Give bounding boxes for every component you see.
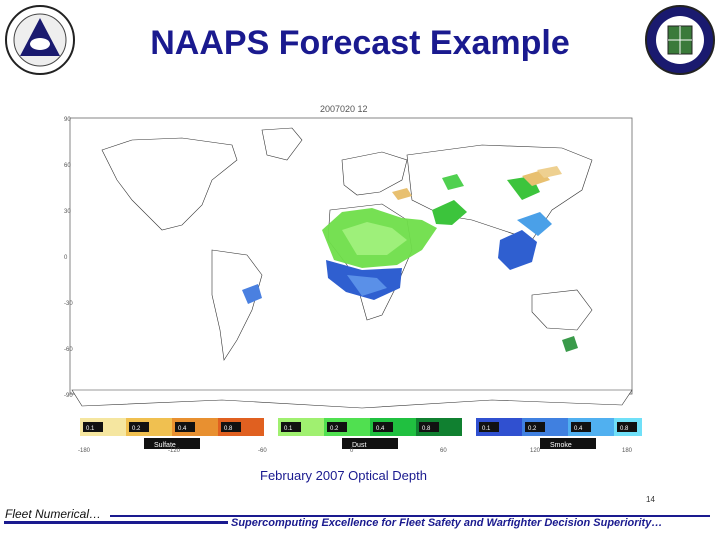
- legend-tick: 0.4: [574, 426, 583, 432]
- aerosol-forecast-map: 2007020 12 90 60 30 0 -30 -60 -90: [62, 100, 642, 483]
- footer-tagline: Supercomputing Excellence for Fleet Safe…: [231, 517, 663, 529]
- sulfate-patches: [392, 166, 562, 200]
- lat-label: 90: [64, 117, 71, 123]
- map-date-header: 2007020 12: [320, 104, 368, 114]
- legend-tick: 0.2: [132, 426, 141, 432]
- lat-label: 0: [64, 255, 68, 261]
- legend-tick: 0.1: [86, 426, 95, 432]
- slide-title: NAAPS Forecast Example: [150, 24, 570, 62]
- lon-label: -180: [78, 448, 91, 454]
- page-number: 14: [646, 495, 655, 504]
- legend-group-label: Dust: [352, 442, 366, 449]
- south-america: [211, 249, 263, 361]
- aerosol-legend: 0.1 0.2 0.4 0.8 Sulfate 0.1 0.2 0.4 0.8 Dust 0.1 0.…: [80, 418, 642, 449]
- dust-plume: [322, 174, 540, 268]
- legend-tick: 0.4: [376, 426, 385, 432]
- legend-tick: 0.1: [284, 426, 293, 432]
- antarctica: [71, 389, 633, 409]
- lat-label: 60: [64, 163, 71, 169]
- legend-tick: 0.4: [178, 426, 187, 432]
- lon-label: 60: [440, 448, 447, 454]
- legend-tick: 0.8: [620, 426, 629, 432]
- legend-tick: 0.2: [528, 426, 537, 432]
- europe: [341, 151, 408, 196]
- lon-label: 180: [622, 448, 633, 454]
- north-america: [101, 137, 238, 231]
- world-map: 2007020 12 90 60 30 0 -30 -60 -90: [64, 104, 642, 454]
- map-caption: February 2007 Optical Depth: [259, 468, 428, 483]
- legend-group-label: Sulfate: [154, 442, 176, 449]
- footer-organization: Fleet Numerical…: [5, 507, 102, 521]
- legend-tick: 0.1: [482, 426, 491, 432]
- legend-tick: 0.8: [224, 426, 233, 432]
- lat-label: -90: [64, 393, 73, 399]
- seal-logo-left: [5, 5, 75, 75]
- lon-label: -120: [168, 448, 181, 454]
- smoke-plume: [242, 212, 578, 352]
- seal-logo-right: [645, 5, 715, 75]
- legend-tick: 0.8: [422, 426, 431, 432]
- latitude-labels: 90 60 30 0 -30 -60 -90: [64, 117, 73, 399]
- greenland: [261, 127, 303, 161]
- footer-divider: [110, 515, 710, 517]
- lat-label: 30: [64, 209, 71, 215]
- lon-label: 0: [350, 448, 354, 454]
- legend-tick: 0.2: [330, 426, 339, 432]
- australia: [531, 289, 593, 331]
- footer-underline: [4, 521, 228, 524]
- lon-label: 120: [530, 448, 541, 454]
- longitude-labels: -180 -120 -60 0 60 120 180: [78, 448, 633, 454]
- lon-label: -60: [258, 448, 267, 454]
- lat-label: -30: [64, 301, 73, 307]
- lat-label: -60: [64, 347, 73, 353]
- legend-group-label: Smoke: [550, 442, 572, 449]
